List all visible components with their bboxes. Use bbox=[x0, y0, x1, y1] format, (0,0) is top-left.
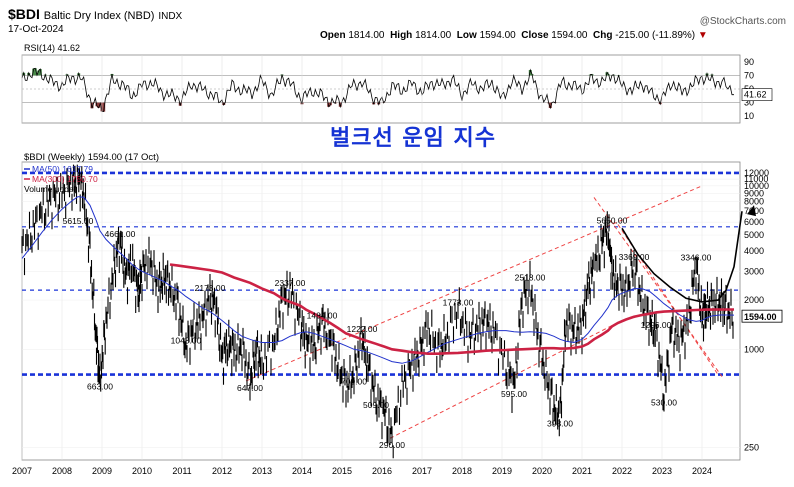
x-tick-label: 2008 bbox=[52, 466, 72, 476]
x-tick-label: 2014 bbox=[292, 466, 312, 476]
rsi-tick-label: 70 bbox=[744, 70, 754, 80]
x-tick-label: 2012 bbox=[212, 466, 232, 476]
annotation-label: 647.00 bbox=[237, 383, 263, 393]
y-tick-label: 11000 bbox=[744, 174, 768, 184]
price-panel-frame bbox=[21, 161, 741, 461]
y-tick-label: 1000 bbox=[744, 344, 764, 354]
projection-curve bbox=[621, 211, 743, 303]
x-tick-label: 2022 bbox=[612, 466, 632, 476]
ma50-line bbox=[21, 196, 735, 364]
price-bars bbox=[21, 164, 734, 459]
annotation-label: 393.00 bbox=[547, 419, 573, 429]
x-tick-label: 2007 bbox=[12, 466, 32, 476]
rsi-panel-frame bbox=[21, 54, 741, 124]
annotation-label: 2337.00 bbox=[275, 278, 306, 288]
annotation-label: 1296.00 bbox=[641, 320, 672, 330]
annotation-label: 2518.00 bbox=[515, 273, 546, 283]
y-tick-label: 10000 bbox=[744, 181, 769, 191]
last-price-box bbox=[741, 309, 783, 323]
annotation-label: 4661.00 bbox=[105, 229, 136, 239]
annotation-label: 290.00 bbox=[379, 440, 405, 450]
annotation-label: 1222.00 bbox=[347, 324, 378, 334]
rsi-line bbox=[21, 67, 734, 113]
x-tick-label: 2019 bbox=[492, 466, 512, 476]
annotation-label: 530.00 bbox=[651, 397, 677, 407]
annotation-label: 595.00 bbox=[501, 389, 527, 399]
x-tick-label: 2020 bbox=[532, 466, 552, 476]
rsi-legend: RSI(14) 41.62 bbox=[24, 43, 80, 53]
annotation-label: 3369.00 bbox=[619, 252, 650, 262]
symbol-title: $BDI Baltic Dry Index (NBD) INDX bbox=[8, 6, 183, 22]
rsi-tick-label: 10 bbox=[744, 111, 754, 121]
annotation-label: 3346.00 bbox=[681, 253, 712, 263]
annotation-label: 2173.00 bbox=[195, 283, 226, 293]
y-tick-label: 250 bbox=[744, 443, 759, 453]
ma300-line bbox=[169, 263, 734, 356]
y-tick-label: 5000 bbox=[744, 230, 764, 240]
watermark: @StockCharts.com bbox=[699, 16, 786, 27]
ohlc-bar: Open 1814.00 High 1814.00 Low 1594.00 Cl… bbox=[320, 30, 708, 41]
y-tick-label: 6000 bbox=[744, 217, 764, 227]
y-tick-label: 8000 bbox=[744, 197, 764, 207]
x-tick-label: 2011 bbox=[172, 466, 191, 476]
price-legend: $BDI (Weekly) 1594.00 (17 Oct) bbox=[24, 152, 159, 163]
korean-title: 벌크선 운임 지수 bbox=[330, 126, 496, 151]
trendline bbox=[593, 197, 723, 377]
ma300-legend: MA(300) 1750.70 bbox=[32, 174, 98, 184]
ma50-legend: MA(50) 1617.79 bbox=[32, 164, 93, 174]
x-tick-label: 2013 bbox=[252, 466, 272, 476]
y-tick-label: 3000 bbox=[744, 266, 764, 276]
x-tick-label: 2024 bbox=[692, 466, 712, 476]
annotation-label: 709.00 bbox=[341, 377, 367, 387]
x-tick-label: 2017 bbox=[412, 466, 432, 476]
annotation-label: 1484.00 bbox=[307, 310, 338, 320]
y-tick-label: 12000 bbox=[744, 168, 769, 178]
down-arrow-icon: ▼ bbox=[697, 30, 708, 41]
projection-arrow-icon bbox=[747, 205, 756, 217]
annotation-label: 1043.00 bbox=[171, 335, 202, 345]
rsi-tick-label: 30 bbox=[744, 98, 754, 108]
annotation-label: 5650.00 bbox=[597, 215, 628, 225]
date-label: 17-Oct-2024 bbox=[8, 24, 64, 35]
annotation-label: 663.00 bbox=[87, 381, 113, 391]
last-price-label: 1594.00 bbox=[744, 312, 777, 322]
annotation-label: 509.00 bbox=[363, 400, 389, 410]
y-tick-label: 9000 bbox=[744, 188, 764, 198]
x-tick-label: 2023 bbox=[652, 466, 672, 476]
x-tick-label: 2009 bbox=[92, 466, 112, 476]
y-tick-label: 2000 bbox=[744, 295, 764, 305]
trendline bbox=[389, 320, 623, 439]
x-tick-label: 2018 bbox=[452, 466, 472, 476]
y-tick-label: 4000 bbox=[744, 246, 764, 256]
x-tick-label: 2021 bbox=[572, 466, 592, 476]
rsi-last-value: 41.62 bbox=[744, 90, 767, 100]
rsi-last-value-box bbox=[741, 88, 773, 101]
x-tick-label: 2015 bbox=[332, 466, 352, 476]
rsi-tick-label: 90 bbox=[744, 57, 754, 67]
x-tick-label: 2016 bbox=[372, 466, 392, 476]
volume-legend: Volume undef bbox=[24, 184, 77, 194]
annotation-label: 1773.00 bbox=[443, 298, 474, 308]
annotation-label: 5615.00 bbox=[63, 216, 94, 226]
trendline bbox=[245, 185, 703, 382]
x-tick-label: 2010 bbox=[132, 466, 152, 476]
